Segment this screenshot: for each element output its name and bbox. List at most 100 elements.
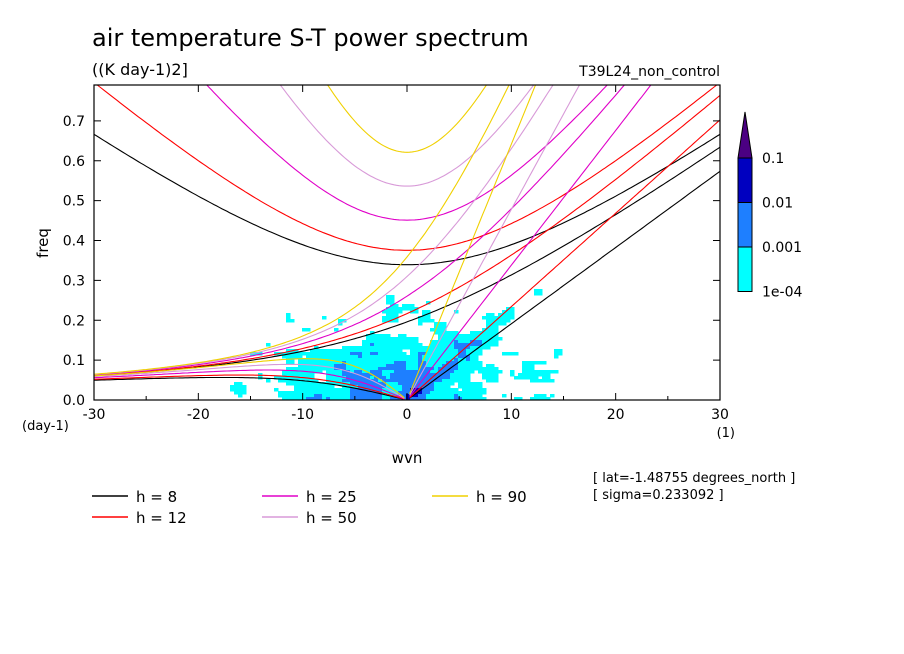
curve-legend: h = 8 h = 12 h = 25 h = 50 h = 90 bbox=[92, 488, 527, 527]
x-tick-label: 20 bbox=[607, 407, 625, 423]
power-band-0.001 bbox=[306, 397, 323, 400]
power-band-1e-04 bbox=[470, 358, 479, 362]
power-band-1e-04 bbox=[278, 394, 315, 398]
power-band-1e-04 bbox=[294, 388, 351, 392]
power-band-0.001 bbox=[382, 379, 443, 383]
legend-label: h = 12 bbox=[136, 509, 187, 527]
x-tick-label: -20 bbox=[187, 407, 210, 423]
power-band-0.001 bbox=[454, 397, 463, 400]
x-tick-label: 30 bbox=[711, 407, 729, 423]
curve-kelvin-h12 bbox=[409, 119, 720, 399]
power-band-1e-04 bbox=[350, 370, 355, 374]
power-band-0.001 bbox=[422, 388, 435, 392]
power-band-1e-04 bbox=[462, 397, 487, 400]
colorbar-band-0.01 bbox=[737, 157, 753, 203]
power-band-1e-04 bbox=[306, 355, 359, 359]
power-band-1e-04 bbox=[310, 349, 403, 353]
power-band-0.001 bbox=[402, 385, 435, 389]
power-band-1e-04 bbox=[286, 319, 295, 323]
power-band-1e-04 bbox=[454, 370, 475, 374]
power-band-1e-04 bbox=[322, 397, 327, 400]
power-band-1e-04 bbox=[362, 355, 419, 359]
power-band-1e-04 bbox=[382, 316, 399, 320]
power-band-1e-04 bbox=[342, 346, 455, 350]
power-band-0.001 bbox=[410, 397, 427, 400]
power-band-1e-04 bbox=[342, 385, 359, 389]
power-band-1e-04 bbox=[534, 292, 543, 296]
power-band-1e-04 bbox=[378, 379, 383, 383]
y-tick-label: 0.1 bbox=[63, 353, 85, 369]
power-band-1e-04 bbox=[386, 298, 395, 302]
power-band-0.001 bbox=[350, 382, 387, 386]
power-band-1e-04 bbox=[274, 388, 279, 392]
power-band-1e-04 bbox=[514, 397, 523, 400]
axis-ticks: -30 -20 -10 0 10 20 30 0.0 0.1 0.2 0.3 0.4 0.5 0.6 0.7 bbox=[63, 85, 729, 423]
power-band-1e-04 bbox=[554, 349, 563, 353]
legend-label: h = 90 bbox=[476, 488, 527, 506]
power-band-1e-04 bbox=[438, 334, 499, 338]
power-band-0.001 bbox=[418, 358, 423, 362]
power-band-0.001 bbox=[446, 361, 459, 365]
power-band-1e-04 bbox=[362, 340, 419, 344]
power-band-0.001 bbox=[350, 352, 363, 356]
power-band-1e-04 bbox=[478, 370, 503, 374]
power-band-1e-04 bbox=[370, 331, 375, 335]
power-band-1e-04 bbox=[386, 301, 395, 305]
power-band-1e-04 bbox=[418, 316, 431, 320]
colorbar-label: 1e-04 bbox=[762, 285, 802, 301]
power-band-1e-04 bbox=[402, 304, 415, 308]
power-band-1e-04 bbox=[522, 361, 547, 365]
power-band-0.001 bbox=[370, 352, 379, 356]
y-unit-label: (day-1) bbox=[22, 419, 69, 434]
power-band-1e-04 bbox=[386, 376, 391, 380]
power-band-0.001 bbox=[398, 391, 411, 395]
x-tick-label: 0 bbox=[403, 407, 412, 423]
y-tick-label: 0.2 bbox=[63, 313, 85, 329]
power-band-1e-04 bbox=[286, 382, 351, 386]
power-band-1e-04 bbox=[362, 352, 371, 356]
power-band-1e-04 bbox=[438, 337, 503, 341]
power-band-1e-04 bbox=[426, 301, 431, 305]
power-band-1e-04 bbox=[326, 373, 343, 377]
y-tick-label: 0.4 bbox=[63, 234, 85, 250]
power-band-1e-04 bbox=[362, 343, 371, 347]
power-band-0.001 bbox=[422, 391, 431, 395]
power-band-0.001 bbox=[370, 370, 383, 374]
curve-ig-h50 bbox=[279, 85, 535, 187]
power-band-1e-04 bbox=[522, 364, 535, 368]
power-band-1e-04 bbox=[518, 373, 551, 377]
power-band-0.001 bbox=[458, 352, 467, 356]
power-band-1e-04 bbox=[430, 391, 487, 395]
power-band-0.001 bbox=[358, 355, 363, 359]
curve-mrg-h25 bbox=[94, 85, 626, 376]
power-band-1e-04 bbox=[498, 313, 515, 317]
power-band-1e-04 bbox=[334, 328, 339, 332]
power-band-0.001 bbox=[470, 340, 483, 344]
power-band-1e-04 bbox=[486, 325, 499, 329]
colorbar-band-0.1 bbox=[737, 111, 753, 159]
power-band-1e-04 bbox=[486, 364, 495, 368]
power-band-1e-04 bbox=[274, 376, 315, 380]
power-band-0.001 bbox=[342, 373, 383, 377]
power-band-0.001 bbox=[350, 391, 383, 395]
power-band-1e-04 bbox=[458, 364, 483, 368]
power-band-1e-04 bbox=[470, 346, 491, 350]
y-tick-label: 0.3 bbox=[63, 273, 85, 289]
power-band-1e-04 bbox=[554, 355, 559, 359]
power-band-1e-04 bbox=[458, 367, 499, 371]
power-band-0.01 bbox=[410, 388, 423, 392]
power-band-0.001 bbox=[418, 367, 435, 371]
power-band-1e-04 bbox=[406, 367, 419, 371]
y-tick-label: 0.5 bbox=[63, 194, 85, 210]
power-band-1e-04 bbox=[286, 316, 291, 320]
curve-ig-h90 bbox=[326, 85, 488, 153]
power-band-1e-04 bbox=[434, 385, 451, 389]
curve-er-h8 bbox=[94, 376, 405, 400]
power-band-1e-04 bbox=[230, 388, 247, 392]
power-band-1e-04 bbox=[322, 316, 327, 320]
curve-mrg-h12 bbox=[94, 94, 720, 377]
power-band-0.001 bbox=[458, 355, 471, 359]
run-label: T39L24_non_control bbox=[578, 64, 720, 80]
power-band-0.001 bbox=[342, 379, 379, 383]
